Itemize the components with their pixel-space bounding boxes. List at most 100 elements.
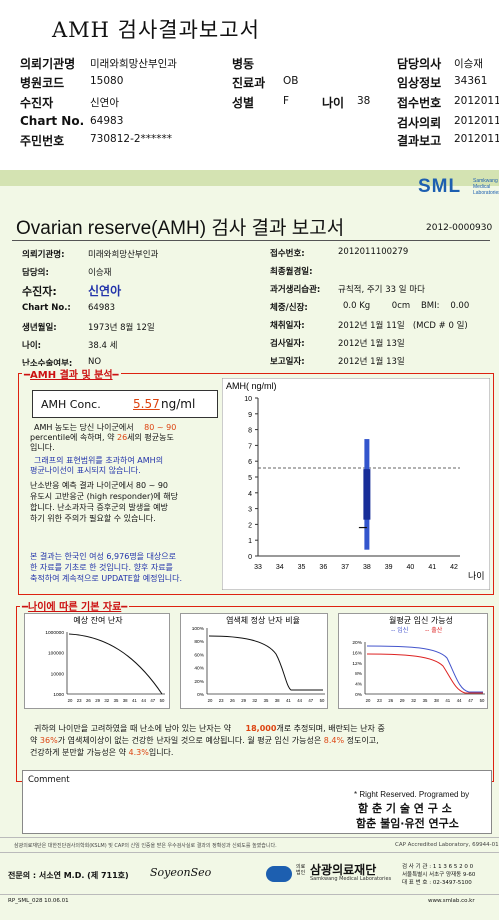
info-value: 이승재 xyxy=(88,268,112,278)
y-tick-label: 4% xyxy=(355,682,363,688)
interquartile-bar xyxy=(363,469,371,520)
info-label: 보고일자: xyxy=(270,357,305,367)
info-value: 1973년 8월 12일 xyxy=(88,323,155,333)
analysis-response-line: 난소반응 예측 결과 나이군에서 80 ~ 90 xyxy=(30,481,168,490)
cap-text: CAP Accredited Laboratory, 69944-01 xyxy=(395,842,499,848)
x-tick-label: 41 xyxy=(445,698,450,703)
x-tick-label: 41 xyxy=(132,698,137,703)
header-value: 20120113 xyxy=(454,133,499,145)
x-tick-label: 41 xyxy=(428,564,436,571)
x-tick-label: 47 xyxy=(150,698,155,703)
x-tick-label: 29 xyxy=(400,698,405,703)
mini-chart-title: 예상 잔여 난자 xyxy=(73,615,123,625)
x-tick-label: 50 xyxy=(480,698,485,703)
text-span: 입니다. xyxy=(148,748,174,757)
x-tick-label: 50 xyxy=(320,698,325,703)
eggs-curve xyxy=(68,633,163,695)
info-label: Chart No.: xyxy=(22,303,71,313)
x-tick-label: 41 xyxy=(286,698,291,703)
org-name-1: 함 춘 기 술 연 구 소 xyxy=(358,802,452,815)
x-tick-label: 32 xyxy=(252,698,257,703)
info-label: 검사일자: xyxy=(270,339,305,349)
info-value: 0.0 Kg 0cm BMI: 0.00 xyxy=(343,301,470,311)
analysis-source-line: 본 결과는 한국인 여성 6,976명을 대상으로 xyxy=(30,552,177,561)
basic-section-label: 나이에 따른 기본 자료 xyxy=(28,602,122,613)
x-tick-label: 40 xyxy=(407,564,415,571)
header-value: 이승재 xyxy=(454,58,483,70)
basic-sentence-3: 건강하게 분만할 가능성은 약 4.3%입니다. xyxy=(30,747,173,758)
y-tick-label: 5 xyxy=(248,475,252,482)
conc-value: 5.57 xyxy=(133,397,160,411)
y-tick-label: 100% xyxy=(192,626,205,632)
info-value: 2012011100279 xyxy=(338,247,409,257)
header-label: 의뢰기관명 xyxy=(20,57,76,71)
y-tick-label: 40% xyxy=(194,666,204,672)
mini-chart-chromosome: 염색체 정상 난자 비율 100% 80% 60% 40% 20% 0% 20 23 26 29 3… xyxy=(180,613,328,709)
patient-name: 신연아 xyxy=(88,284,122,298)
legend-pregnancy: -- 임신 xyxy=(391,626,408,634)
y-tick-label: 8 xyxy=(248,428,252,435)
equivalent-age: 26 xyxy=(116,433,128,442)
analysis-source-line: 한 자료를 기초로 한 것입니다. 향후 자료를 xyxy=(30,563,173,572)
x-tick-label: 23 xyxy=(77,698,82,703)
y-tick-label: 10000 xyxy=(51,671,65,677)
y-tick-label: 1000 xyxy=(53,692,64,698)
form-code: RP_SML_028 10.06.01 xyxy=(8,898,69,904)
text-span: percentile에 속하며, 약 xyxy=(30,433,115,442)
header-value: 신연아 xyxy=(90,97,119,109)
y-axis-label: AMH( ng/ml) xyxy=(226,381,277,391)
info-value: NO xyxy=(88,357,102,367)
info-value: 2012년 1월 13일 xyxy=(338,339,405,349)
y-tick-label: 10 xyxy=(244,396,252,403)
mini-chart-title: 월평균 임신 가능성 xyxy=(389,615,453,625)
header-value: 20120111 xyxy=(454,115,499,127)
text-span: 약 xyxy=(30,736,38,745)
pregnancy-percent: 8.4% xyxy=(323,736,345,745)
x-axis-label: 나이 xyxy=(468,571,485,582)
x-tick-label: 33 xyxy=(254,564,262,571)
header-label: 결과보고 xyxy=(397,134,442,148)
y-tick-label: 3 xyxy=(248,507,252,514)
foundation-name: 삼광의료재단 xyxy=(310,863,377,877)
basic-sentence-2: 약 36%가 염색체이상이 없는 건강한 난자일 것으로 예상됩니다. 월 평균… xyxy=(30,735,379,746)
y-tick-label: 60% xyxy=(194,652,204,658)
sheet-top-bar xyxy=(0,170,499,186)
header-label: 병동 xyxy=(232,57,255,71)
x-tick-label: 47 xyxy=(468,698,473,703)
website: www.smlab.co.kr xyxy=(428,898,475,904)
comment-box xyxy=(22,770,492,834)
y-tick-label: 1 xyxy=(248,538,252,545)
analysis-box xyxy=(18,373,494,595)
report-number: 2012-0000930 xyxy=(426,223,493,233)
doctor-signature: SoyeonSeo xyxy=(150,866,212,879)
y-tick-label: 1000000 xyxy=(45,630,64,636)
x-tick-label: 38 xyxy=(434,698,439,703)
conc-unit: ng/ml xyxy=(161,397,196,411)
analysis-response-line: 하기 위한 주의가 필요할 수 있습니다. xyxy=(30,514,156,523)
footer-divider xyxy=(0,894,499,895)
header-value: 15080 xyxy=(90,75,124,87)
y-tick-label: 16% xyxy=(352,650,362,656)
analysis-response-line: 합니다. 난소과자극 증후군의 발생을 예방 xyxy=(30,503,168,512)
amh-concentration-box: AMH Conc. 5.57 ng/ml xyxy=(32,390,218,418)
legend-delivery: -- 출산 xyxy=(425,626,443,634)
analysis-note-line: 평균나이선이 표시되지 않습니다. xyxy=(30,466,141,475)
text-span: 가 염색체이상이 없는 건강한 난자일 것으로 예상됩니다. 월 평균 임신 가… xyxy=(57,736,322,745)
analysis-text-2: percentile에 속하며, 약 26세의 평균농도 xyxy=(30,433,174,443)
eggs-remaining-chart: 예상 잔여 난자 1000000 100000 10000 1000 20 23 26 29 3… xyxy=(45,615,165,703)
mini-chart-title: 염색체 정상 난자 비율 xyxy=(226,615,300,625)
x-tick-label: 47 xyxy=(308,698,313,703)
x-tick-label: 36 xyxy=(319,564,327,571)
info-label: 생년월일: xyxy=(22,323,57,333)
x-tick-label: 26 xyxy=(230,698,235,703)
y-tick-label: 6 xyxy=(248,459,252,466)
info-value: 38.4 세 xyxy=(88,341,118,351)
analysis-text-1: AMH 농도는 당신 나이군에서 80 ~ 90 xyxy=(34,423,176,433)
address: 서울특별시 서초구 양재동 9-60 xyxy=(402,872,476,878)
x-tick-label: 20 xyxy=(366,698,371,703)
header-label: Chart No. xyxy=(20,114,85,128)
header-label: 주민번호 xyxy=(20,134,65,148)
info-value: 규칙적, 주기 33 일 마다 xyxy=(338,285,425,295)
header-label: 성별 xyxy=(232,96,255,110)
y-tick-label: 0 xyxy=(248,554,252,561)
